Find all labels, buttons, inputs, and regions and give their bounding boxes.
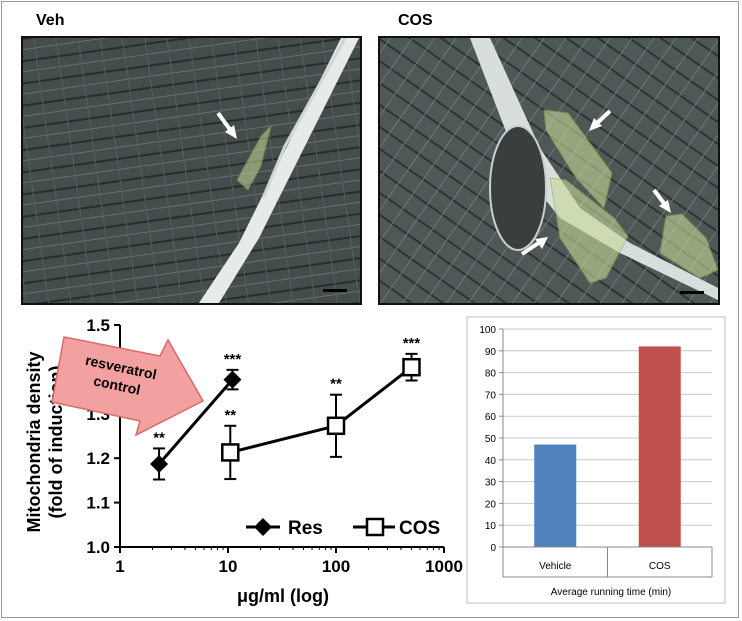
- y-tick-label: 80: [485, 369, 497, 380]
- arrow-icon: [589, 109, 612, 131]
- data-point-res: [223, 370, 242, 389]
- y-tick-label: 1.0: [86, 538, 110, 557]
- y-tick-label: 100: [479, 325, 496, 336]
- series-line-res: [157, 378, 234, 465]
- micrograph-vehicle-image: [23, 38, 360, 303]
- legend-marker-cos: [365, 517, 385, 537]
- y-tick-label: 10: [485, 521, 497, 532]
- x-tick-label: 1000: [425, 557, 463, 576]
- nucleus: [489, 125, 547, 251]
- scale-bar: [323, 289, 347, 292]
- data-point-res: [150, 454, 169, 473]
- mitochondria-highlight: [543, 109, 613, 210]
- tissue-gap: [470, 38, 718, 300]
- legend-label-cos: COS: [399, 518, 440, 539]
- significance-label: ***: [224, 351, 242, 368]
- y-tick-label: 1.2: [86, 449, 110, 468]
- arrow-icon: [652, 188, 671, 213]
- micrograph-vehicle: [21, 36, 362, 305]
- legend-label-res: Res: [288, 518, 323, 539]
- significance-label: ***: [403, 335, 421, 352]
- legend-marker-res: [254, 518, 272, 536]
- tissue-gap: [199, 38, 359, 303]
- y-tick-label: 60: [485, 412, 497, 423]
- significance-label: **: [224, 407, 236, 424]
- y-tick-label: 50: [485, 434, 497, 445]
- y-tick-label: 1.5: [86, 316, 110, 335]
- mitochondria-highlight: [549, 177, 629, 284]
- x-tick-label: 100: [322, 557, 350, 576]
- mitochondria-density-chart: Mitochondria density (fold of induction)…: [24, 316, 463, 606]
- x-axis-label: μg/ml (log): [237, 586, 329, 606]
- x-tick-label: 1: [115, 557, 124, 576]
- data-point-cos: [402, 357, 421, 377]
- panel-label-veh: Veh: [36, 12, 65, 29]
- micrograph-cos: [378, 36, 720, 305]
- running-time-chart: 0 10 20 30 40 50 60 70 80 90 100 Vehicle COS Average…: [466, 316, 726, 604]
- x-category-label: Vehicle: [539, 561, 572, 572]
- y-tick-label: 70: [485, 390, 497, 401]
- bar-vehicle: [534, 444, 577, 547]
- x-axis-label: Average running time (min): [551, 587, 671, 598]
- x-category-label: COS: [649, 561, 671, 572]
- y-tick-label: 30: [485, 478, 497, 489]
- legend: Res COS: [246, 517, 440, 539]
- data-point-cos: [221, 443, 240, 462]
- mitochondria-highlight: [236, 124, 272, 191]
- significance-label: **: [153, 429, 165, 446]
- scale-bar: [680, 291, 704, 294]
- y-tick-label: 90: [485, 347, 497, 358]
- y-tick-label: 40: [485, 456, 497, 467]
- x-tick-label: 10: [219, 557, 238, 576]
- arrow-icon: [520, 237, 548, 256]
- y-tick-label: 0: [490, 543, 496, 554]
- callout-arrow-shape: [51, 336, 205, 437]
- y-tick-label: 20: [485, 499, 497, 510]
- y-tick-label: 1.1: [86, 494, 110, 513]
- panel-label-cos: COS: [398, 12, 433, 29]
- arrow-icon: [216, 111, 237, 139]
- significance-label: **: [330, 376, 342, 393]
- bar-cos: [638, 346, 681, 547]
- data-point-cos: [326, 416, 346, 436]
- series-line-cos: [229, 365, 413, 454]
- micrograph-cos-image: [380, 38, 718, 303]
- y-axis-label-line1: Mitochondria density: [24, 351, 44, 532]
- mitochondria-highlight: [659, 213, 718, 279]
